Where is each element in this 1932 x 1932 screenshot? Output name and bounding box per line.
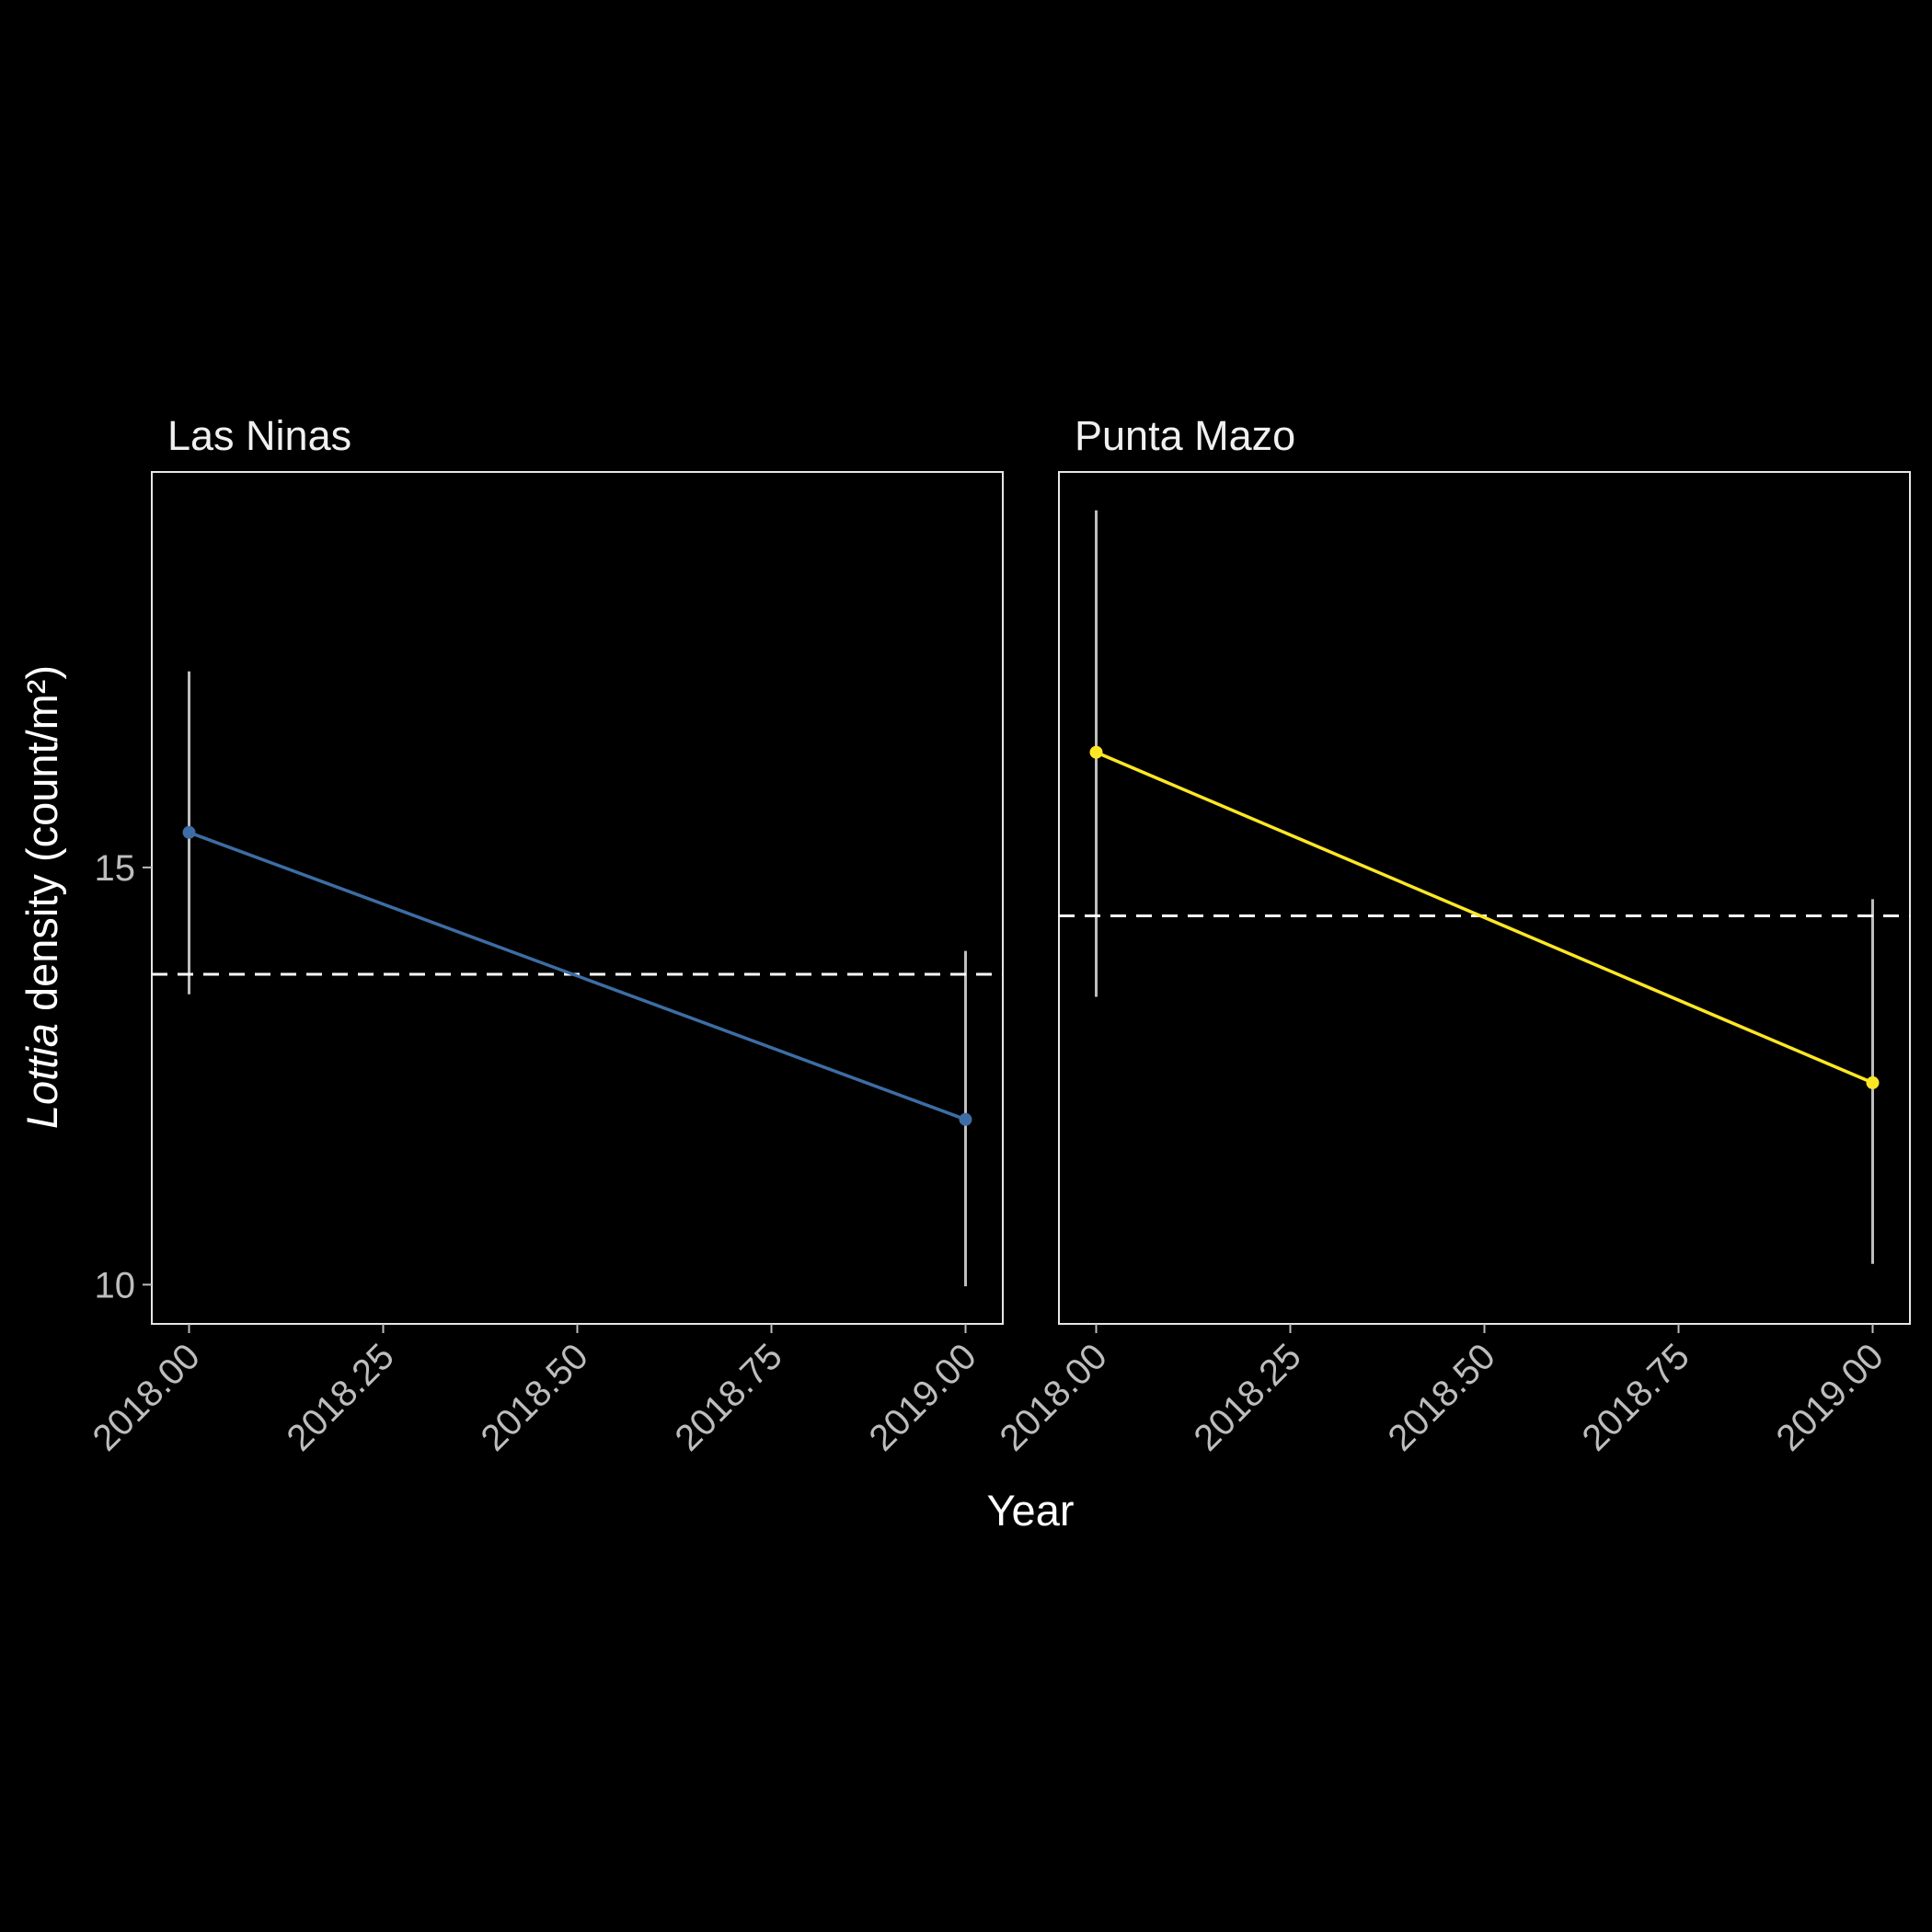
facet-title: Las Ninas: [167, 412, 351, 459]
data-point: [1089, 745, 1103, 759]
data-point: [182, 825, 196, 839]
y-axis-title-italic: Lottia: [17, 1023, 66, 1129]
data-point: [959, 1112, 972, 1126]
y-axis-title: Lottia density (count/m²): [17, 665, 66, 1129]
series-line: [1095, 751, 1874, 1085]
y-tick-label: 10: [95, 1265, 136, 1305]
x-axis-title: Year: [987, 1486, 1075, 1535]
series-line: [188, 831, 967, 1121]
facet-title: Punta Mazo: [1075, 412, 1295, 459]
y-tick-label: 15: [95, 848, 136, 889]
y-axis-title-rest: density (count/m²): [17, 665, 66, 1023]
data-point: [1866, 1075, 1880, 1089]
